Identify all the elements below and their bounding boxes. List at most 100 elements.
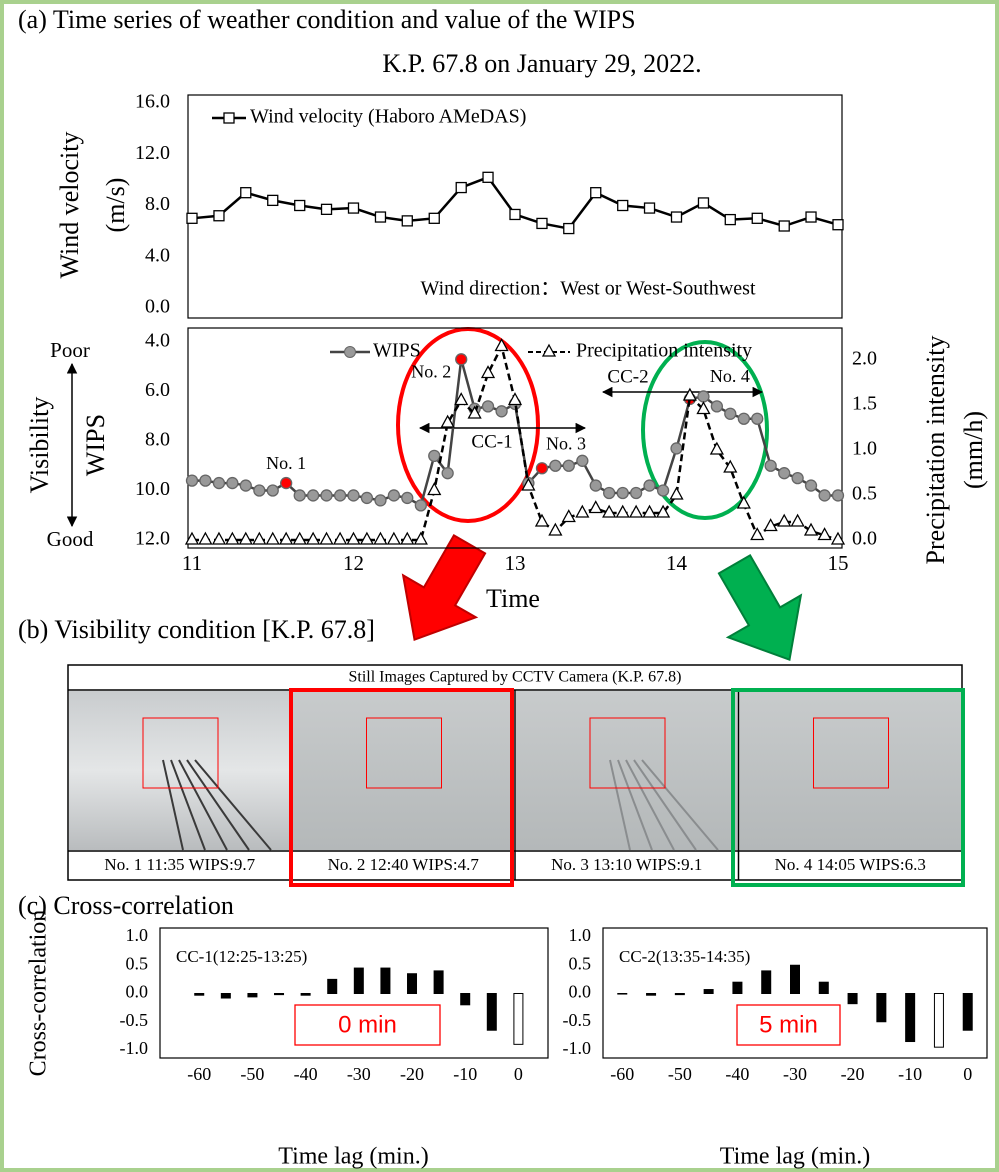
road-track	[617, 759, 653, 851]
x-tick-label: -20	[400, 1064, 424, 1084]
marker	[427, 482, 442, 496]
highlight-frame	[731, 688, 965, 887]
marker	[535, 462, 549, 475]
marker	[494, 338, 509, 352]
bar	[732, 981, 743, 995]
y-tick-label: 16.0	[135, 91, 170, 113]
marker	[226, 476, 239, 490]
bar	[674, 993, 685, 996]
chart-title: CC-2(13:35-14:35)	[619, 947, 750, 966]
marker	[817, 527, 832, 541]
block-arrow	[401, 534, 487, 641]
y2-tick-label: 0.5	[852, 483, 877, 505]
marker	[563, 222, 575, 235]
chart-title: CC-1(12:25-13:25)	[176, 947, 307, 966]
point-label: No. 1	[266, 453, 306, 473]
marker	[602, 504, 617, 518]
marker	[763, 518, 778, 532]
y2-axis-label: Precipitation intensity	[921, 336, 950, 565]
y-tick-label: 8.0	[145, 193, 170, 215]
marker	[481, 400, 495, 413]
marker	[830, 531, 846, 545]
marker	[413, 531, 428, 545]
bar	[646, 993, 657, 996]
road-track	[625, 759, 675, 851]
marker	[697, 390, 710, 403]
bar	[353, 967, 364, 995]
marker	[199, 474, 212, 487]
bar	[380, 967, 391, 995]
cctv-image	[739, 691, 961, 850]
marker	[333, 531, 348, 545]
x-tick-label: 12	[343, 551, 364, 575]
marker	[724, 407, 737, 420]
marker	[670, 442, 683, 455]
y-tick-label: 0.0	[145, 296, 170, 318]
marker	[211, 531, 227, 545]
marker	[320, 489, 333, 502]
marker	[642, 504, 657, 518]
marker	[238, 531, 253, 545]
marker	[549, 459, 562, 472]
marker	[240, 187, 252, 199]
marker	[669, 486, 684, 500]
marker	[293, 489, 306, 502]
y-tick-label: -0.5	[563, 1010, 592, 1030]
cctv-caption: No. 2 12:40 WIPS:4.7	[328, 855, 480, 874]
bar	[962, 993, 973, 1031]
marker	[455, 181, 467, 194]
marker	[428, 212, 440, 224]
plot-frame	[159, 927, 549, 1059]
x-tick-label: -60	[610, 1064, 634, 1084]
y-tick-label: 0.0	[126, 982, 149, 1002]
bar	[220, 993, 231, 999]
road-track	[194, 759, 272, 851]
y-tick-label: -0.5	[120, 1010, 149, 1030]
y-tick-label: 10.0	[135, 478, 170, 500]
highlight-ellipse	[641, 340, 769, 520]
x-tick-label: -10	[453, 1064, 477, 1084]
y-axis-label: Wind velocity	[55, 132, 84, 279]
y-tick-label: 12.0	[135, 142, 170, 164]
marker	[267, 194, 279, 207]
cctv-image	[292, 691, 514, 850]
y-tick-label: 6.0	[145, 379, 170, 401]
marker	[629, 486, 643, 500]
marker	[414, 499, 427, 512]
marker	[265, 531, 280, 545]
marker	[710, 400, 724, 413]
bar	[247, 993, 258, 998]
marker	[643, 202, 656, 214]
marker	[536, 217, 548, 230]
x-tick-label: -40	[725, 1064, 749, 1084]
cctv-images	[69, 690, 961, 880]
bar	[790, 964, 800, 994]
marker	[347, 202, 360, 214]
road-track	[609, 759, 631, 851]
bar	[905, 993, 916, 1043]
y2-tick-label: 1.0	[852, 438, 877, 460]
y2-axis-label: (mm/h)	[959, 411, 988, 489]
marker	[803, 522, 819, 536]
marker	[239, 479, 252, 492]
marker	[643, 479, 656, 492]
marker	[386, 531, 401, 545]
marker	[750, 527, 765, 541]
x-axis-label: Time	[486, 584, 540, 613]
legend-marker	[344, 346, 356, 358]
x-tick-label: -50	[240, 1064, 264, 1084]
roi-box	[589, 717, 666, 789]
marker	[818, 489, 831, 502]
marker	[737, 412, 750, 425]
marker	[373, 531, 388, 545]
bar	[818, 981, 829, 995]
x-axis-label: Time lag (min.)	[720, 1144, 870, 1170]
x-tick-label: -60	[187, 1064, 211, 1084]
marker	[441, 467, 454, 480]
panel-title: (b) Visibility condition [K.P. 67.8]	[18, 615, 375, 644]
y-axis-end-label: Good	[47, 527, 94, 551]
marker	[724, 213, 736, 226]
cctv-caption: No. 1 11:35 WIPS:9.7	[104, 855, 255, 874]
y-axis-label: WIPS	[81, 414, 110, 476]
